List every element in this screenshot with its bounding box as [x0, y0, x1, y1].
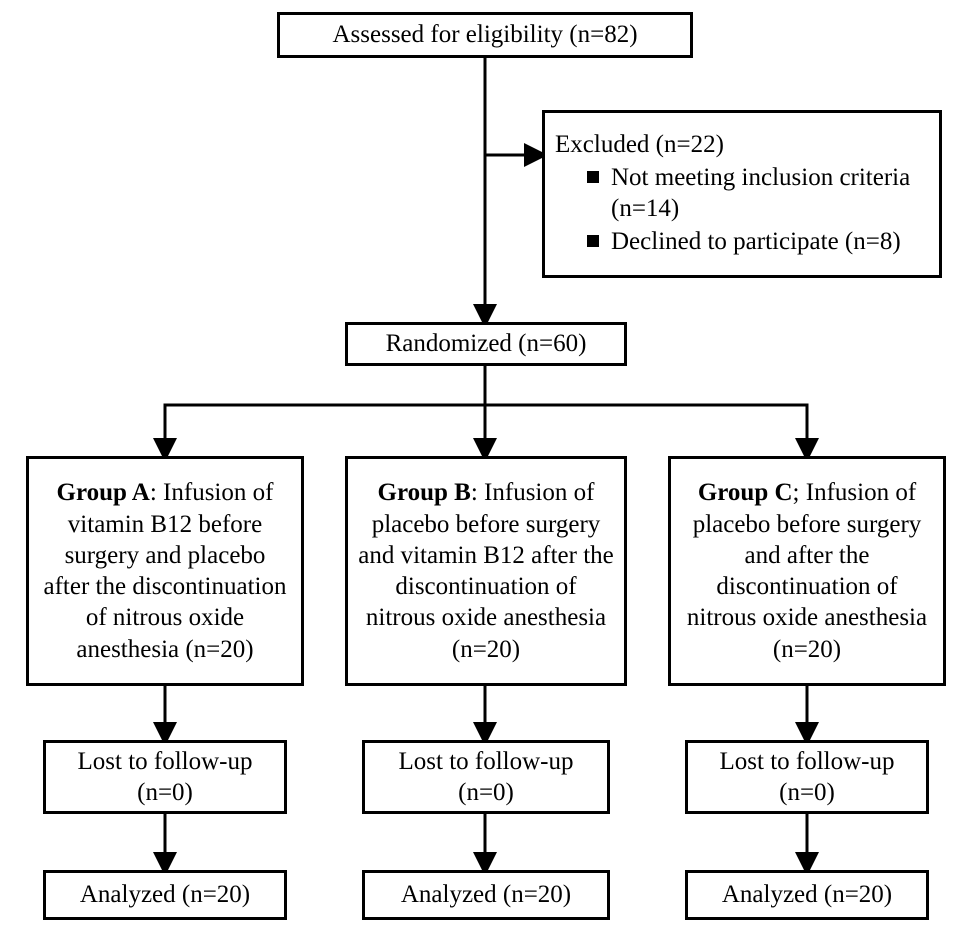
group-text: Group C; Infusion of placebo before surg… [681, 477, 933, 665]
flowchart-canvas: Assessed for eligibility (n=82) Excluded… [0, 0, 979, 951]
group-label: Group C [698, 479, 793, 506]
node-analyzed-b: Analyzed (n=20) [362, 870, 610, 920]
node-assessed: Assessed for eligibility (n=82) [277, 12, 693, 58]
node-lost-b: Lost to follow-up (n=0) [362, 740, 610, 814]
node-text: Analyzed (n=20) [722, 879, 892, 910]
node-text: Lost to follow-up (n=0) [698, 746, 916, 809]
node-group-c: Group C; Infusion of placebo before surg… [668, 456, 946, 686]
group-label: Group A [57, 479, 150, 506]
node-group-b: Group B: Infusion of placebo before surg… [345, 456, 627, 686]
node-group-a: Group A: Infusion of vitamin B12 before … [26, 456, 304, 686]
node-text: Analyzed (n=20) [401, 879, 571, 910]
node-text: Analyzed (n=20) [80, 879, 250, 910]
node-text: Assessed for eligibility (n=82) [332, 19, 637, 50]
node-analyzed-c: Analyzed (n=20) [685, 870, 929, 920]
group-label: Group B [378, 479, 471, 506]
group-text: Group A: Infusion of vitamin B12 before … [39, 477, 291, 665]
excluded-list: Not meeting inclusion criteria (n=14) De… [587, 162, 929, 260]
group-desc: : Infusion of placebo before surgery and… [358, 479, 613, 662]
node-randomized: Randomized (n=60) [345, 322, 627, 366]
node-text: Lost to follow-up (n=0) [375, 746, 597, 809]
node-lost-a: Lost to follow-up (n=0) [43, 740, 287, 814]
excluded-item: Declined to participate (n=8) [587, 226, 929, 257]
node-lost-c: Lost to follow-up (n=0) [685, 740, 929, 814]
group-text: Group B: Infusion of placebo before surg… [358, 477, 614, 665]
node-excluded: Excluded (n=22) Not meeting inclusion cr… [542, 110, 942, 278]
excluded-item: Not meeting inclusion criteria (n=14) [587, 162, 929, 225]
group-desc: : Infusion of vitamin B12 before surgery… [44, 479, 287, 662]
node-analyzed-a: Analyzed (n=20) [43, 870, 287, 920]
excluded-title: Excluded (n=22) [555, 129, 724, 160]
node-text: Lost to follow-up (n=0) [56, 746, 274, 809]
group-desc: ; Infusion of placebo before surgery and… [687, 479, 927, 662]
node-text: Randomized (n=60) [386, 328, 587, 359]
